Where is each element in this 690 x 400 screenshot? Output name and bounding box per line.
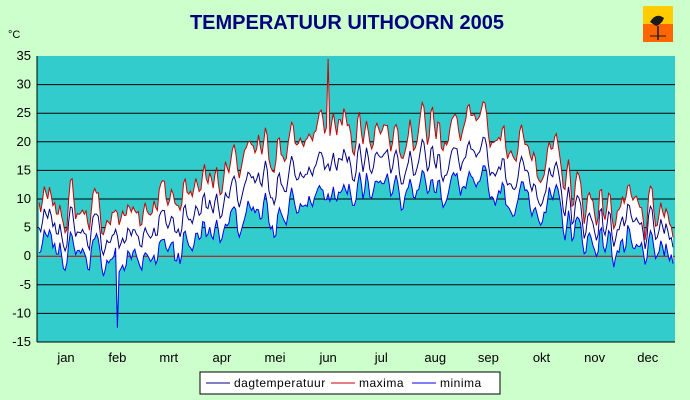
x-tick-label-nov: nov — [584, 350, 605, 365]
x-tick-labels: jan feb mrt apr mei jun jul aug sep okt nov dec — [56, 350, 658, 365]
x-tick-label-mei: mei — [265, 350, 286, 365]
y-tick-label: -15 — [12, 334, 31, 349]
chart-title: TEMPERATUUR UITHOORN 2005 — [190, 12, 504, 34]
legend-label-dagtemperatuur: dagtemperatuur — [234, 376, 326, 390]
y-tick-label: 25 — [17, 105, 31, 120]
x-tick-label-aug: aug — [424, 350, 446, 365]
x-tick-label-jun: jun — [318, 350, 336, 365]
dagtemperatuur-line — [38, 136, 674, 257]
y-tick-label: 5 — [24, 220, 31, 235]
y-tick-label: 10 — [17, 191, 31, 206]
y-tick-label: 0 — [24, 248, 31, 263]
y-tick-labels: 35 30 25 20 15 10 5 0 -5 -10 -15 — [12, 48, 31, 349]
x-tick-label-feb: feb — [108, 350, 126, 365]
minima-line — [38, 165, 674, 328]
y-tick-label: 35 — [17, 48, 31, 63]
x-tick-label-sep: sep — [478, 350, 499, 365]
maxima-line — [38, 58, 674, 240]
weathervane-logo — [643, 6, 673, 42]
x-tick-label-jul: jul — [374, 350, 388, 365]
y-axis-unit: °C — [8, 29, 20, 41]
x-tick-label-jan: jan — [56, 350, 74, 365]
x-tick-label-okt: okt — [533, 350, 551, 365]
x-tick-label-apr: apr — [212, 350, 231, 365]
x-tick-label-dec: dec — [637, 350, 658, 365]
x-tick-label-mrt: mrt — [159, 350, 178, 365]
y-tick-label: -10 — [12, 305, 31, 320]
y-tick-label: 30 — [17, 77, 31, 92]
series-group — [38, 58, 674, 328]
min-max-band — [39, 58, 673, 328]
y-tick-label: 15 — [17, 162, 31, 177]
legend-label-maxima: maxima — [359, 376, 404, 390]
legend-label-minima: minima — [440, 376, 482, 390]
legend: dagtemperatuur maxima minima — [199, 371, 501, 395]
y-tick-label: 20 — [17, 134, 31, 149]
y-tick-label: -5 — [19, 277, 31, 292]
